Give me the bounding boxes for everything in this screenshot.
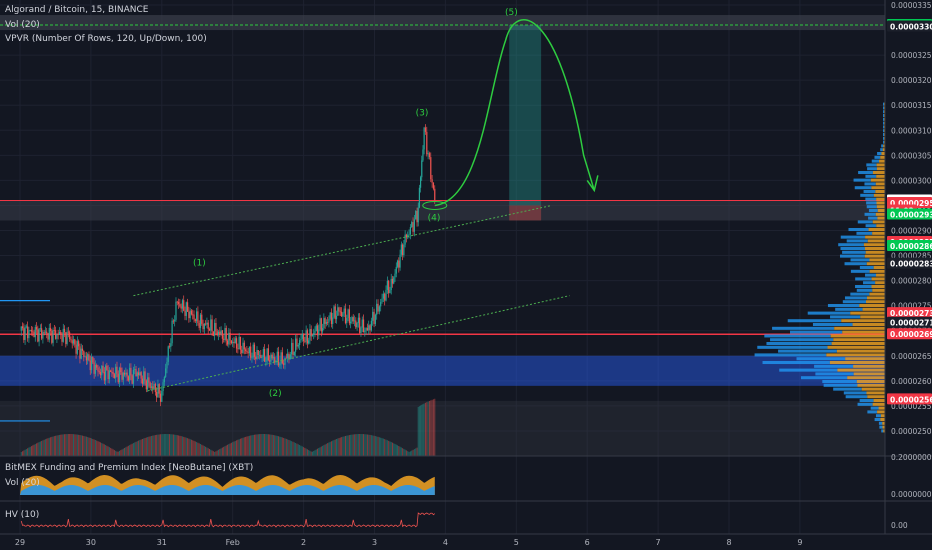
y-tick-label: 0.00003250: [891, 51, 932, 60]
volume-bars: [20, 398, 436, 456]
candles: [20, 124, 436, 407]
indicator-tick: 0.00000000: [891, 490, 932, 499]
lower-zone: [0, 400, 885, 456]
y-tick-label: 0.00002550: [891, 402, 932, 411]
x-tick-label: 29: [15, 538, 25, 547]
stop-box: [509, 205, 542, 221]
price-label: 0.00002716: [890, 319, 932, 328]
price-label-box: [887, 208, 932, 220]
wave-label: (3): [416, 108, 429, 118]
y-tick-label: 0.00002500: [891, 427, 932, 436]
lower-trendline: [147, 295, 570, 392]
wave-label: (5): [505, 8, 518, 18]
price-label-box: [887, 240, 932, 252]
x-tick-label: 2: [301, 538, 306, 547]
resistance-zone: [0, 15, 885, 31]
y-tick-label: 0.00002900: [891, 227, 932, 236]
vpvr-label[interactable]: VPVR (Number Of Rows, 120, Up/Down, 100): [5, 34, 207, 44]
target-box: [509, 25, 542, 206]
y-tick-label: 0.00003100: [891, 126, 932, 135]
bitmex-indicator-label[interactable]: BitMEX Funding and Premium Index [NeoBut…: [5, 463, 254, 473]
premium-area: [20, 485, 435, 495]
hv-indicator-label[interactable]: HV (10): [5, 510, 40, 520]
y-tick-label: 0.00003200: [891, 76, 932, 85]
y-tick-label: 0.00002650: [891, 352, 932, 361]
price-label: 0.00002693: [890, 330, 932, 339]
projection-curve: [434, 19, 596, 207]
chart-title: Algorand / Bitcoin, 15, BINANCE: [5, 5, 149, 15]
price-label-box: [887, 257, 932, 269]
price-label: 0.00002955: [890, 199, 932, 208]
y-tick-label: 0.00002850: [891, 252, 932, 261]
x-tick-label: Feb: [226, 538, 240, 547]
x-tick-label: 3: [372, 538, 377, 547]
x-tick-label: 6: [585, 538, 590, 547]
projection-arrow: [586, 175, 599, 193]
price-label-box: [887, 328, 932, 340]
wave-label: (4): [428, 213, 441, 223]
x-tick-label: 9: [797, 538, 802, 547]
vpvr-histogram: [754, 102, 885, 433]
x-tick-label: 7: [656, 538, 661, 547]
price-label: 0.00003307: [890, 23, 932, 32]
volume-label[interactable]: Vol (20): [5, 20, 40, 30]
support-zone: [0, 200, 885, 221]
price-label-box: [887, 393, 932, 405]
x-tick-label: 4: [443, 538, 448, 547]
wave-label: (2): [269, 389, 282, 399]
volume-indicator-label[interactable]: Vol (20): [5, 478, 40, 488]
wave-label: (1): [193, 259, 206, 269]
y-tick-label: 0.00003050: [891, 151, 932, 160]
x-tick-label: 8: [726, 538, 731, 547]
price-label: 0.00002932: [890, 210, 932, 219]
price-label-box: [887, 307, 932, 319]
hv-line: [20, 512, 436, 528]
indicator-tick: 0.20000000: [891, 453, 932, 462]
price-label-box: [887, 20, 932, 32]
x-tick-label: 31: [157, 538, 167, 547]
upper-trendline: [133, 204, 552, 297]
y-tick-label: 0.00003000: [891, 176, 932, 185]
price-label-box: [887, 316, 932, 328]
hv-tick: 0.00: [891, 521, 908, 530]
x-tick-label: 5: [514, 538, 519, 547]
price-label: 0.00002563: [890, 395, 932, 404]
wave-4-marker: [422, 200, 448, 210]
y-tick-label: 0.00003350: [891, 1, 932, 10]
price-label: 0.00002834: [890, 260, 932, 269]
y-tick-label: 0.00002800: [891, 277, 932, 286]
x-tick-label: 30: [86, 538, 96, 547]
price-label: 0.00002869: [890, 242, 932, 251]
price-label: 0.00002735: [890, 309, 932, 318]
y-tick-label: 0.00002600: [891, 377, 932, 386]
y-tick-label: 0.00003150: [891, 101, 932, 110]
y-tick-label: 0.00002750: [891, 302, 932, 311]
